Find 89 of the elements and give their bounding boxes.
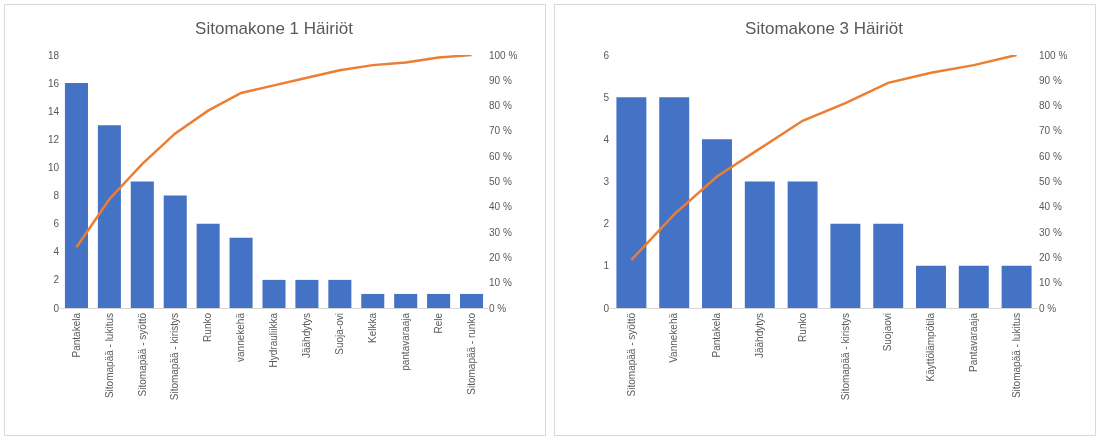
y-tick-label: 18 [47,49,60,61]
chart-title: Sitomakone 1 Häiriöt [195,19,354,39]
x-tick-label: Käyttölämpötila [925,312,937,382]
y-tick-label: 6 [603,49,610,61]
y2-tick-label: 20 % [1039,251,1062,263]
y-tick-label: 1 [603,260,610,272]
x-tick-label: Pantavaraaja [968,312,980,372]
y-tick-label: 2 [53,274,60,286]
bar [262,279,286,308]
y-tick-label: 4 [603,133,610,145]
y2-tick-label: 0 % [1039,302,1057,314]
y2-tick-label: 50 % [489,176,512,187]
y2-tick-label: 100 % [1039,49,1068,61]
x-tick-label: Jäähdytys [301,313,313,359]
y-tick-label: 12 [47,133,60,145]
y2-tick-label: 60 % [1039,150,1062,162]
line-series [75,55,473,249]
bar [163,195,187,308]
y-tick-label: 10 [47,161,60,173]
x-tick-label: Sitomapää - lukitus [103,313,115,399]
y2-tick-label: 10 % [489,277,512,289]
y2-tick-label: 10 % [1039,277,1062,289]
y-tick-label: 16 [47,77,60,89]
bar [64,83,88,308]
x-tick-label: vannekehä [235,312,247,362]
y2-tick-label: 30 % [1039,226,1062,238]
bar [130,181,154,308]
y-tick-label: 6 [53,218,60,230]
x-tick-label: Suojaovi [882,313,894,352]
x-tick-label: Pantakela [711,312,723,358]
bar [196,223,220,308]
y2-tick-label: 20 % [489,251,512,263]
y2-tick-label: 50 % [1039,176,1062,187]
y-tick-label: 4 [53,246,60,258]
bar [873,223,904,308]
y2-tick-label: 0 % [489,302,507,314]
y2-tick-label: 90 % [489,74,512,86]
y2-tick-label: 80 % [489,100,512,112]
y-tick-label: 2 [603,218,610,230]
bar [1001,265,1032,308]
y2-tick-label: 70 % [1039,125,1062,137]
y-tick-label: 0 [603,302,610,314]
y2-tick-label: 30 % [489,226,512,238]
x-tick-label: Jäähdytys [754,313,766,359]
bar [427,293,451,308]
x-tick-label: Vannekehä [668,312,680,363]
bar [787,181,818,308]
bar [659,97,690,308]
y2-tick-label: 80 % [1039,100,1062,112]
x-tick-label: Pantakela [70,312,82,358]
x-tick-label: Rele [432,312,444,334]
y-tick-label: 14 [47,105,60,117]
x-tick-label: Suoja-ovi [334,313,346,355]
bar [958,265,989,308]
chart-title: Sitomakone 3 Häiriöt [745,19,904,39]
y2-tick-label: 40 % [489,201,512,213]
y2-tick-label: 70 % [489,125,512,137]
y2-tick-label: 60 % [489,150,512,162]
bar [361,293,385,308]
x-tick-label: Sitomapää - kiristys [169,313,181,401]
x-tick-label: Sitomapää - lukitus [1010,313,1022,399]
x-tick-label: Sitomapää - syöttö [625,312,637,397]
x-tick-label: pantavaraaja [399,312,411,371]
bar [916,265,946,308]
y2-tick-label: 40 % [1039,201,1062,213]
bar [229,237,253,308]
y2-tick-label: 100 % [489,49,518,61]
x-tick-label: Sitomapää - runko [465,312,477,395]
bar [328,279,352,308]
y-tick-label: 8 [53,190,60,202]
x-tick-label: Kelkka [367,312,379,344]
x-tick-label: Runko [202,312,214,342]
y2-tick-label: 90 % [1039,74,1062,86]
bar [295,279,319,308]
y-tick-label: 5 [603,91,610,103]
bar [616,97,647,308]
bar [97,125,121,308]
x-tick-label: Runko [796,312,808,342]
bar [744,181,775,308]
bar [830,223,861,308]
y-tick-label: 0 [53,302,60,314]
bar [460,293,484,308]
x-tick-label: Sitomapää - kiristys [839,313,851,401]
x-tick-label: Hydrauliikka [268,312,280,368]
line-series [630,55,1018,262]
bar [702,139,732,308]
x-tick-label: Sitomapää - syöttö [136,312,148,397]
bar [394,293,418,308]
y-tick-label: 3 [603,176,610,187]
